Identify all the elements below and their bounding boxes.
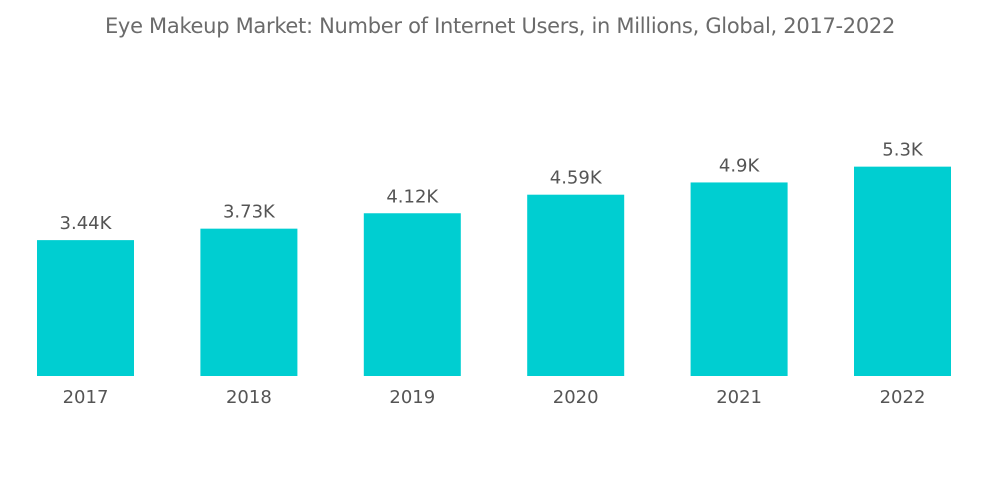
data-label-2018: 3.73K bbox=[223, 202, 276, 223]
chart-title: Eye Makeup Market: Number of Internet Us… bbox=[104, 14, 896, 38]
data-label-2019: 4.12K bbox=[386, 186, 439, 207]
bar-2022 bbox=[854, 166, 951, 376]
x-tick-2019: 2019 bbox=[389, 387, 435, 408]
data-label-2022: 5.3K bbox=[882, 140, 924, 161]
bar-2018 bbox=[200, 228, 298, 376]
data-label-2020: 4.59K bbox=[550, 168, 603, 189]
x-tick-2020: 2020 bbox=[553, 387, 599, 408]
bar-2017 bbox=[37, 240, 134, 376]
data-label-2021: 4.9K bbox=[719, 155, 761, 176]
x-tick-2022: 2022 bbox=[880, 387, 926, 408]
x-tick-2021: 2021 bbox=[716, 387, 762, 408]
x-tick-2018: 2018 bbox=[226, 387, 272, 408]
bar-2019 bbox=[363, 213, 461, 376]
x-tick-2017: 2017 bbox=[63, 387, 109, 408]
data-label-2017: 3.44K bbox=[60, 213, 113, 234]
bar-2020 bbox=[527, 194, 625, 376]
bar-2021 bbox=[690, 182, 788, 376]
